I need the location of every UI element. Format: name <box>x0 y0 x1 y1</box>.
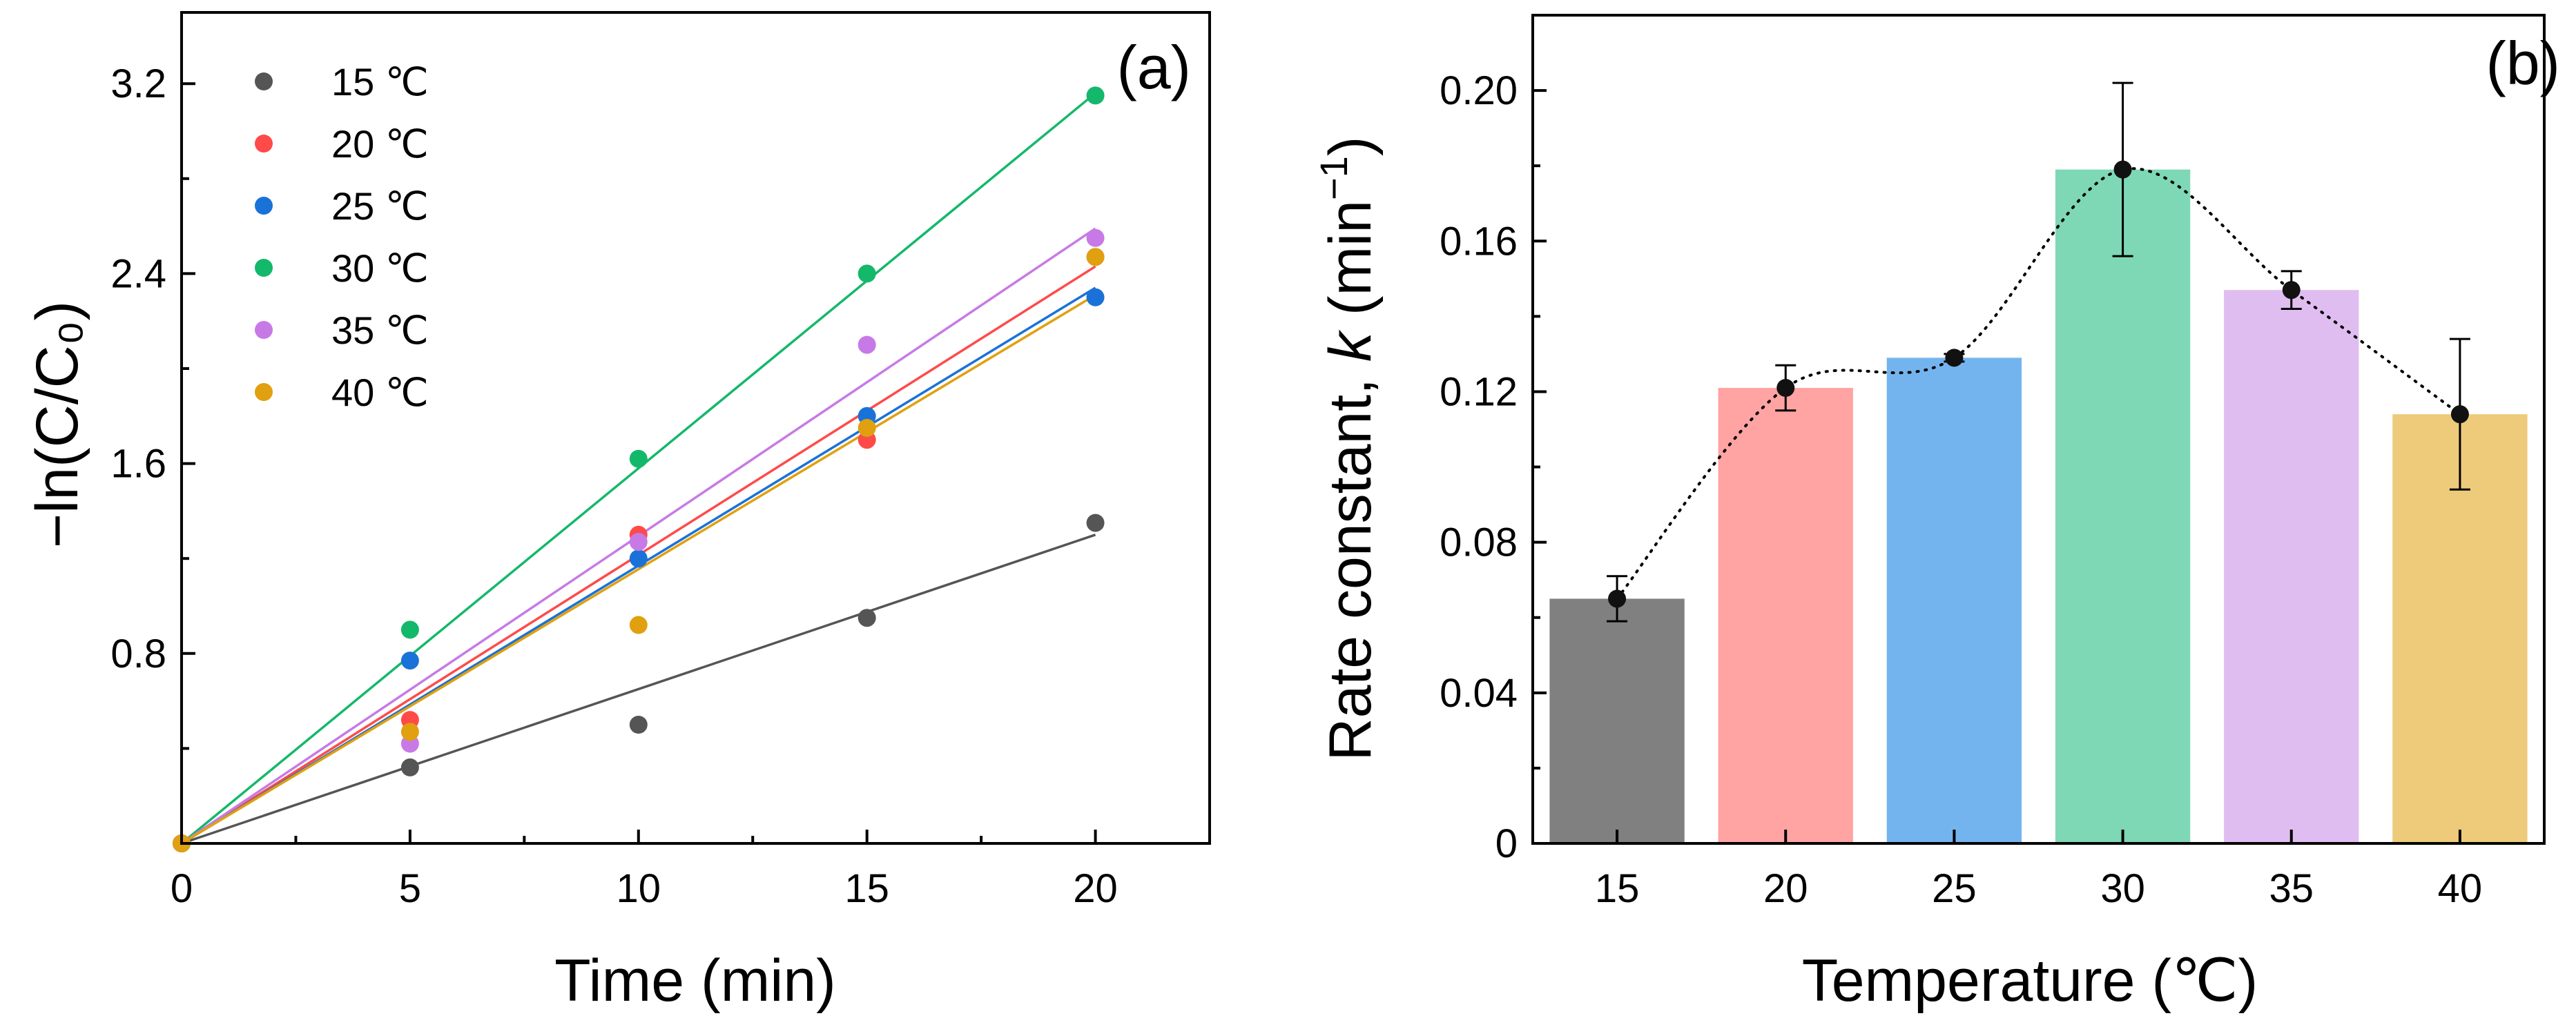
x-tick-label: 15 <box>1595 866 1640 911</box>
panel-a-y-axis-title: −ln(C/C₀) <box>24 301 90 548</box>
y-tick-label: 3.2 <box>110 61 166 106</box>
mean-point <box>2113 160 2132 179</box>
y-tick-label: 0.04 <box>1440 671 1518 716</box>
mean-point <box>1776 379 1795 397</box>
data-point <box>1086 228 1105 247</box>
legend-marker <box>255 321 273 339</box>
data-point <box>1086 514 1105 532</box>
legend-label: 20 ℃ <box>331 122 429 166</box>
data-point <box>1086 86 1105 105</box>
data-point <box>629 549 648 568</box>
data-point <box>629 616 648 634</box>
panel-b-label: (b) <box>2486 29 2560 97</box>
y-title-superscript: −1 <box>1312 156 1355 200</box>
panel-a-label: (a) <box>1116 33 1191 101</box>
x-tick-label: 15 <box>844 866 889 911</box>
legend-marker <box>255 135 273 153</box>
y-tick-label: 2.4 <box>110 251 166 296</box>
mean-points <box>1608 160 2469 608</box>
mean-point <box>1608 589 1627 608</box>
legend-label: 35 ℃ <box>331 309 429 352</box>
x-tick-label: 35 <box>2269 866 2314 911</box>
data-point <box>858 264 876 283</box>
y-tick-label: 0.08 <box>1440 520 1518 565</box>
data-point <box>400 652 419 670</box>
bar <box>1549 598 1685 843</box>
data-point <box>858 419 876 437</box>
legend-label: 25 ℃ <box>331 184 429 228</box>
panel-b-axes <box>1531 14 2546 845</box>
y-tick-label: 0.16 <box>1440 219 1518 264</box>
panel-a-kinetics-plot: 0 5 10 15 20 0.8 1.6 2.4 3.2 15 ℃ 20 ℃ 25 ℃ 30 ℃ 35 … <box>24 11 1211 1014</box>
bar <box>2055 169 2191 844</box>
data-point <box>1086 248 1105 266</box>
panel-b-x-axis-title: Temperature (℃) <box>1802 948 2258 1014</box>
bar <box>1886 358 2022 843</box>
data-point <box>1086 288 1105 306</box>
data-point <box>858 609 876 627</box>
trend-line <box>1616 167 2461 600</box>
y-tick-label: 0.20 <box>1440 68 1518 113</box>
x-tick-label: 25 <box>1932 866 1977 911</box>
y-title-unit: (min <box>1317 200 1384 332</box>
x-tick-label: 20 <box>1763 866 1808 911</box>
y-title-variable: k <box>1317 329 1384 362</box>
data-point <box>858 335 876 354</box>
fit-line <box>181 534 1096 845</box>
panel-b-tick-labels: 15 20 25 30 35 40 0 0.04 0.08 0.12 0.16 0.20 <box>1440 68 2482 911</box>
legend-marker <box>255 383 273 401</box>
x-tick-label: 10 <box>617 866 661 911</box>
fit-line <box>181 293 1096 845</box>
panel-a-x-axis-title: Time (min) <box>554 948 836 1014</box>
data-point <box>400 758 419 776</box>
legend: 15 ℃ 20 ℃ 25 ℃ 30 ℃ 35 ℃ 40 ℃ <box>255 60 429 414</box>
legend-label: 30 ℃ <box>331 246 429 290</box>
x-tick-label: 20 <box>1073 866 1118 911</box>
data-point <box>629 449 648 468</box>
panel-b-frame <box>1531 14 2546 845</box>
legend-marker <box>255 72 273 90</box>
panel-a-frame <box>180 11 1211 845</box>
x-tick-label: 0 <box>171 866 193 911</box>
legend-marker <box>255 197 273 215</box>
panel-a-tick-labels: 0 5 10 15 20 0.8 1.6 2.4 3.2 <box>110 61 1117 911</box>
x-tick-label: 5 <box>399 866 421 911</box>
bar <box>1718 388 1853 843</box>
mean-point <box>2282 281 2301 300</box>
y-title-prefix: Rate constant, <box>1317 362 1384 761</box>
data-point <box>629 533 648 551</box>
y-tick-label: 0.12 <box>1440 369 1518 414</box>
bars <box>1549 169 2528 844</box>
y-title-close: ) <box>1317 136 1384 156</box>
panel-a-axes <box>180 11 1211 845</box>
fit-line <box>180 92 1096 845</box>
bar <box>2224 290 2359 843</box>
data-point <box>400 620 419 639</box>
panel-b-y-axis-title: Rate constant, k (min−1) <box>1312 136 1384 761</box>
y-tick-label: 0 <box>1495 821 1518 866</box>
mean-point <box>1945 349 1964 367</box>
x-tick-label: 30 <box>2100 866 2145 911</box>
mean-point <box>2450 405 2469 424</box>
legend-label: 40 ℃ <box>331 371 429 414</box>
data-point <box>629 716 648 734</box>
x-tick-label: 40 <box>2438 866 2483 911</box>
trend-curve <box>1616 167 2461 600</box>
legend-marker <box>255 259 273 277</box>
legend-label: 15 ℃ <box>331 60 429 104</box>
panel-b-rate-constant-chart: 15 20 25 30 35 40 0 0.04 0.08 0.12 0.16 0.20 (b) Te… <box>1312 14 2560 1014</box>
y-tick-label: 0.8 <box>110 632 166 676</box>
y-tick-label: 1.6 <box>110 442 166 487</box>
data-point <box>400 723 419 741</box>
